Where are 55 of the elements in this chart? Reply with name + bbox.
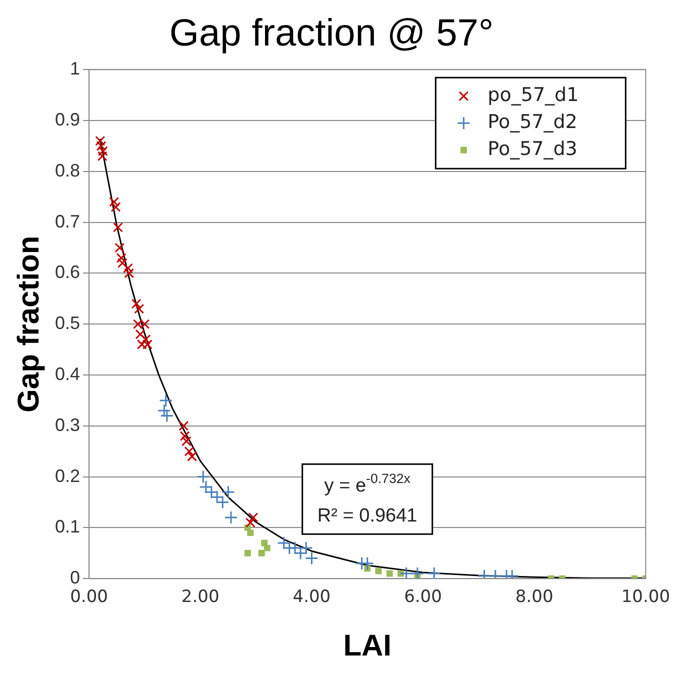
point (400, 566, 414, 579)
point (261, 540, 268, 546)
x-tick-label: 6.00 (404, 587, 442, 608)
x-tick-label: 8.00 (515, 587, 554, 608)
point (247, 530, 254, 536)
point (112, 222, 123, 232)
point (131, 298, 142, 309)
point (124, 268, 134, 278)
y-tick-label: 0.6 (54, 262, 80, 282)
point (109, 196, 120, 207)
point (140, 334, 151, 344)
point (142, 339, 152, 350)
legend-label: Po_57_d2 (488, 111, 578, 134)
point (264, 544, 270, 552)
point (140, 319, 150, 330)
point (304, 551, 318, 565)
y-axis-title: Gap fraction (12, 236, 46, 412)
x-tick-label: 4.00 (292, 587, 331, 608)
y-tick-label: 0 (70, 568, 80, 588)
x-tick-label: 0.00 (70, 587, 108, 608)
legend-label: Po_57_d3 (488, 138, 578, 160)
chart-title: Gap fraction @ 57° (169, 12, 494, 54)
point (196, 470, 210, 484)
point (134, 304, 144, 314)
y-tick-label: 0.1 (54, 516, 80, 537)
point (386, 570, 393, 577)
x-tick-label: 10.00 (621, 587, 670, 608)
point (122, 263, 133, 274)
y-tick-label: 0.4 (54, 364, 80, 384)
y-tick-label: 0.9 (54, 109, 80, 130)
point (299, 541, 313, 555)
y-tick-label: 0.7 (54, 211, 80, 232)
point (427, 566, 441, 579)
point (248, 512, 258, 523)
annotation: R² = 0.9641 (317, 505, 418, 526)
y-tick-label: 0.8 (54, 160, 80, 180)
point (258, 550, 265, 556)
point (244, 550, 251, 556)
point (224, 510, 238, 524)
legend-label: po_57_d1 (488, 84, 579, 106)
y-tick-label: 0.2 (54, 466, 80, 486)
point (410, 566, 424, 579)
y-tick-label: 1 (70, 58, 80, 79)
point (360, 556, 374, 570)
point (117, 258, 128, 268)
point (245, 518, 256, 528)
x-tick-label: 2.00 (181, 587, 220, 608)
y-tick-label: 0.3 (54, 414, 80, 435)
point (187, 451, 197, 462)
point (221, 485, 235, 499)
point (159, 394, 173, 408)
point (110, 202, 121, 212)
y-tick-label: 0.5 (54, 313, 80, 334)
x-axis-title: LAI (343, 629, 392, 662)
point (375, 568, 382, 574)
